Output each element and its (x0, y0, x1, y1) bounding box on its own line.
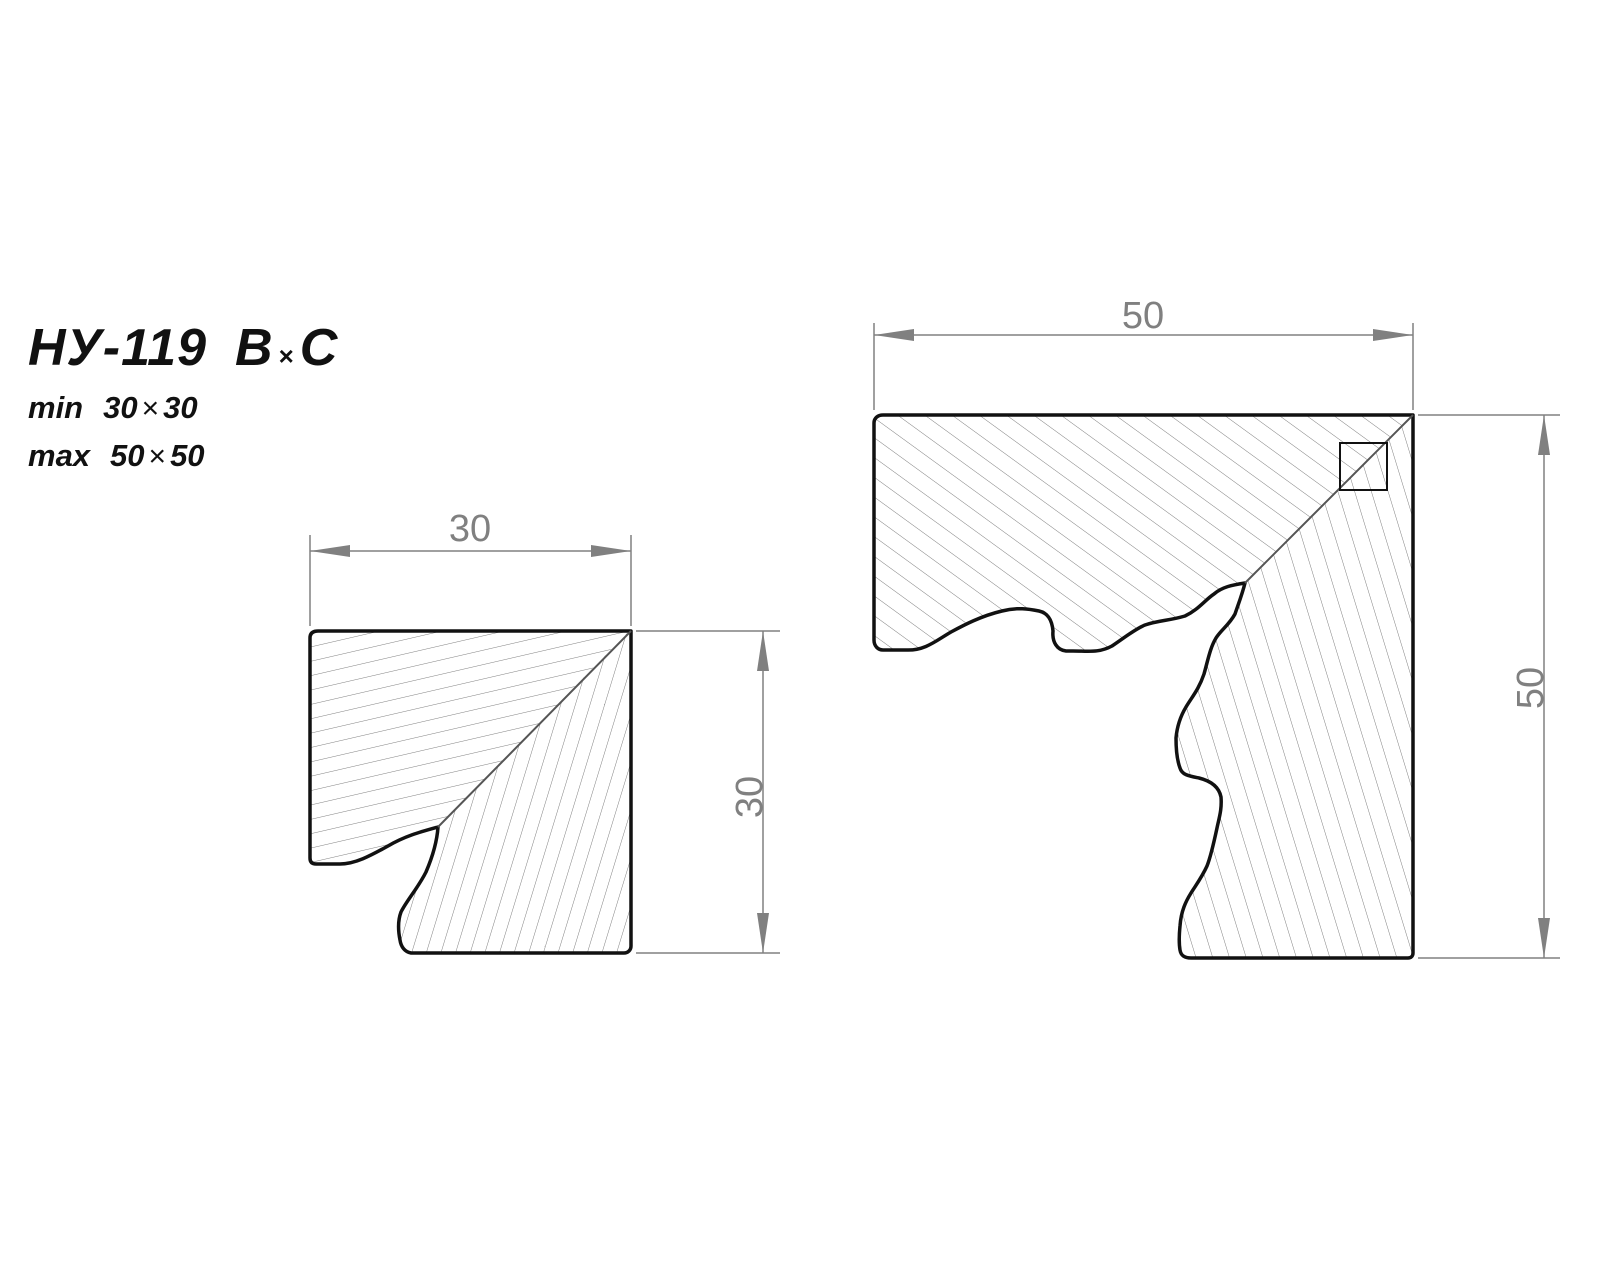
title-line: НУ-119 B × C (28, 318, 337, 378)
min-width: 30 (103, 390, 138, 425)
max-dimension: 50 × 50 (110, 438, 205, 474)
small-miter-line (437, 630, 632, 828)
dimension-notation: B × C (235, 318, 337, 378)
large-profile-outline (872, 413, 1415, 960)
dimension-b: B (235, 319, 273, 377)
max-times-sign: × (148, 440, 167, 473)
small-width-label: 30 (449, 508, 491, 550)
min-dimension: 30 × 30 (103, 390, 198, 426)
min-label: min (28, 390, 84, 425)
min-size-line: min 30 × 30 (28, 390, 337, 426)
large-profile (872, 413, 1415, 960)
max-size-line: max 50 × 50 (28, 438, 337, 474)
min-height: 30 (163, 390, 198, 425)
large-height-dimension: 50 (1418, 414, 1560, 959)
dimension-c: C (299, 319, 338, 377)
min-times-sign: × (141, 392, 160, 425)
large-width-label: 50 (1122, 295, 1164, 337)
max-height: 50 (170, 438, 205, 473)
small-profile-section-b (398, 631, 631, 953)
times-sign: × (278, 341, 294, 371)
small-profile-outline (308, 629, 633, 955)
max-label: max (28, 438, 91, 473)
max-width: 50 (110, 438, 145, 473)
right-angle-marker (1339, 442, 1388, 491)
small-width-dimension: 30 (309, 508, 632, 626)
small-profile-section-a (310, 631, 629, 864)
small-profile (308, 629, 633, 955)
small-height-dimension: 30 (636, 630, 780, 954)
large-width-dimension: 50 (873, 295, 1414, 410)
title-block: НУ-119 B × C min 30 × 30 max 50 × 50 (28, 318, 337, 474)
small-height-label: 30 (729, 776, 771, 818)
large-profile-section-a (874, 415, 1413, 652)
product-code: НУ-119 (28, 319, 207, 377)
large-profile-section-b (1176, 415, 1413, 958)
large-height-label: 50 (1510, 667, 1552, 709)
